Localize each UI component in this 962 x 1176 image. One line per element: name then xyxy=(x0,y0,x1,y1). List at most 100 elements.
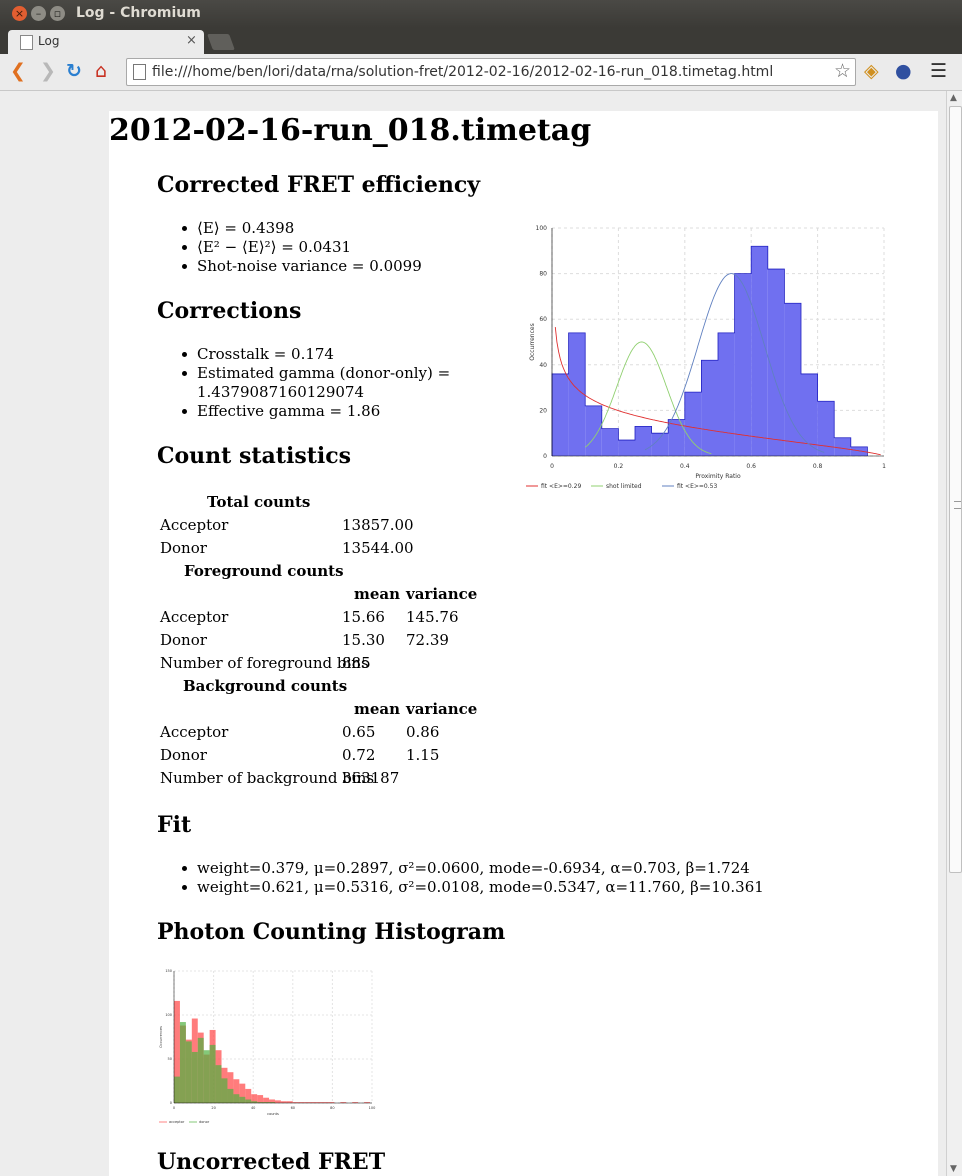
acceptor-bar xyxy=(310,1102,317,1103)
tab-close-icon[interactable]: × xyxy=(186,33,197,48)
section-heading-fit: Fit xyxy=(157,812,192,838)
acceptor-bar xyxy=(322,1102,329,1103)
tab-title: Log xyxy=(38,34,60,48)
window-title: Log - Chromium xyxy=(76,5,201,21)
table-cell: 1.15 xyxy=(406,746,440,764)
vertical-scrollbar[interactable]: ▲ ▼ xyxy=(946,91,962,1176)
window-titlebar: × – ▫ Log - Chromium xyxy=(0,0,962,28)
histogram-bar xyxy=(734,273,752,456)
histogram-bar xyxy=(668,419,685,456)
back-arrow-icon[interactable]: ❮ xyxy=(10,60,26,82)
column-header: variance xyxy=(406,585,478,603)
menu-icon[interactable]: ☰ xyxy=(930,60,948,82)
window-maximize-button[interactable]: ▫ xyxy=(50,6,65,21)
legend-label: fit <E>=0.29 xyxy=(541,483,581,490)
donor-bar xyxy=(239,1096,246,1103)
table-caption: Background counts xyxy=(183,677,348,695)
table-cell: 72.39 xyxy=(406,631,449,649)
section-heading-photon: Photon Counting Histogram xyxy=(157,919,506,945)
browser-tab[interactable]: Log × xyxy=(8,30,204,54)
histogram-bar xyxy=(751,246,768,456)
fit-list: weight=0.379, μ=0.2897, σ²=0.0600, mode=… xyxy=(182,859,764,897)
x-tick-label: 60 xyxy=(291,1106,295,1110)
acceptor-bar xyxy=(304,1102,311,1103)
table-cell: 13857.00 xyxy=(342,516,414,534)
donor-bar xyxy=(269,1102,275,1103)
table-caption: Total counts xyxy=(207,493,311,511)
x-axis-label: counts xyxy=(267,1112,279,1116)
y-axis-label: Occurrences xyxy=(159,1026,163,1048)
table-cell: 145.76 xyxy=(406,608,459,626)
x-tick-label: 1 xyxy=(882,463,886,470)
globe-icon[interactable]: ● xyxy=(895,60,912,82)
histogram-outline xyxy=(551,245,868,456)
home-icon[interactable]: ⌂ xyxy=(95,60,108,82)
x-tick-label: 0.2 xyxy=(614,463,624,470)
acceptor-bar xyxy=(280,1101,287,1103)
reload-icon[interactable]: ↻ xyxy=(66,60,82,82)
donor-bar xyxy=(179,1022,186,1103)
donor-bar xyxy=(174,1076,180,1103)
scrollbar-thumb[interactable] xyxy=(949,106,962,873)
acceptor-bar xyxy=(239,1083,246,1103)
histogram-bar xyxy=(784,303,801,456)
window-close-button[interactable]: × xyxy=(12,6,27,21)
scroll-down-arrow-icon[interactable]: ▼ xyxy=(950,1164,957,1174)
table-cell: 885 xyxy=(342,654,371,672)
list-item: Crosstalk = 0.174 xyxy=(181,345,450,364)
section-heading-fret: Corrected FRET efficiency xyxy=(157,172,480,198)
window-minimize-button[interactable]: – xyxy=(31,6,46,21)
table-cell: Number of background bins xyxy=(160,769,375,787)
acceptor-bar xyxy=(352,1102,359,1103)
x-tick-label: 40 xyxy=(251,1106,255,1110)
legend-label: donor xyxy=(199,1120,210,1124)
fret-list: ⟨E⟩ = 0.4398 ⟨E² − ⟨E⟩²⟩ = 0.0431 Shot-n… xyxy=(182,219,422,276)
histogram-bar xyxy=(635,426,652,456)
table-cell: Acceptor xyxy=(160,723,229,741)
y-tick-label: 0 xyxy=(543,453,547,460)
browser-toolbar: ❮ ❯ ↻ ⌂ file:///home/ben/lori/data/rna/s… xyxy=(0,54,962,91)
address-bar[interactable]: file:///home/ben/lori/data/rna/solution-… xyxy=(126,58,856,86)
table-cell: 13544.00 xyxy=(342,539,414,557)
scroll-up-arrow-icon[interactable]: ▲ xyxy=(950,93,957,103)
donor-bar xyxy=(203,1050,210,1103)
acceptor-bar xyxy=(257,1095,264,1103)
list-item-continuation: 1.4379087160129074 xyxy=(197,383,365,401)
url-text[interactable]: file:///home/ben/lori/data/rna/solution-… xyxy=(152,64,774,80)
table-cell: Donor xyxy=(160,746,207,764)
section-heading-counts: Count statistics xyxy=(157,443,352,469)
tab-strip: Log × xyxy=(0,28,962,54)
donor-bar xyxy=(191,1051,198,1103)
forward-arrow-icon[interactable]: ❯ xyxy=(40,60,56,82)
histogram-bar xyxy=(585,405,602,456)
section-heading-corrections: Corrections xyxy=(157,298,302,324)
extension-icon[interactable]: ◈ xyxy=(864,60,879,82)
list-item: weight=0.621, μ=0.5316, σ²=0.0108, mode=… xyxy=(182,878,764,896)
x-tick-label: 0.6 xyxy=(746,463,756,470)
donor-bar xyxy=(221,1078,228,1103)
new-tab-button[interactable] xyxy=(207,34,235,50)
donor-bar xyxy=(263,1102,270,1103)
corrections-list: Crosstalk = 0.174 Estimated gamma (donor… xyxy=(181,345,450,421)
x-tick-label: 80 xyxy=(330,1106,334,1110)
x-tick-label: 0.8 xyxy=(813,463,823,470)
y-tick-label: 100 xyxy=(536,225,548,232)
section-heading-uncorrected: Uncorrected FRET xyxy=(157,1149,386,1175)
table-cell: 15.30 xyxy=(342,631,385,649)
bookmark-star-icon[interactable]: ☆ xyxy=(833,60,851,82)
acceptor-bar xyxy=(292,1102,299,1103)
list-item: weight=0.379, μ=0.2897, σ²=0.0600, mode=… xyxy=(182,859,764,878)
table-cell: 0.65 xyxy=(342,723,376,741)
histogram-bar xyxy=(651,433,669,456)
table-cell: Donor xyxy=(160,539,207,557)
acceptor-bar xyxy=(269,1099,275,1103)
acceptor-bar xyxy=(245,1088,252,1103)
scrollbar-grip xyxy=(954,501,961,509)
legend-label: acceptor xyxy=(169,1120,185,1124)
histogram-bar xyxy=(552,373,569,456)
column-header: variance xyxy=(406,700,478,718)
table-cell: 363187 xyxy=(342,769,400,787)
acceptor-bar xyxy=(364,1102,371,1103)
list-item: ⟨E² − ⟨E⟩²⟩ = 0.0431 xyxy=(182,238,422,257)
histogram-bar xyxy=(701,360,718,456)
